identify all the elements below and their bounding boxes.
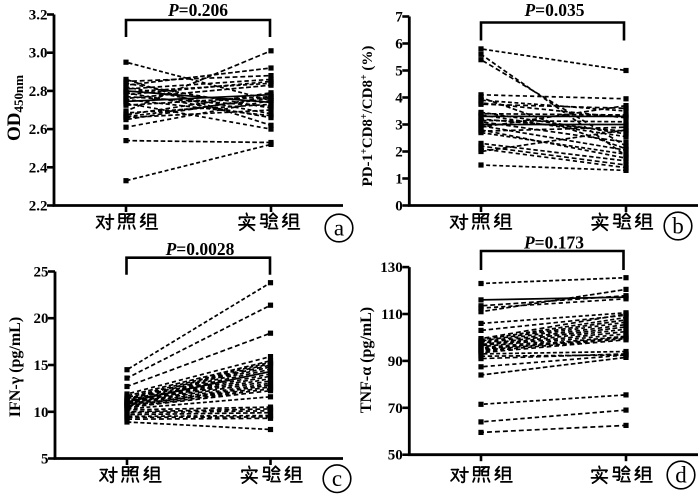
svg-text:2.4: 2.4 — [29, 160, 48, 176]
svg-text:3: 3 — [395, 118, 403, 134]
svg-text:c: c — [332, 466, 342, 491]
svg-text:90: 90 — [388, 354, 403, 370]
svg-text:25: 25 — [34, 265, 49, 281]
svg-text:P=0.0028: P=0.0028 — [165, 239, 235, 259]
svg-text:d: d — [675, 463, 687, 488]
svg-text:5: 5 — [395, 64, 403, 80]
svg-text:2: 2 — [395, 145, 403, 161]
svg-text:50: 50 — [388, 448, 403, 464]
svg-text:P=0.173: P=0.173 — [523, 233, 584, 253]
svg-text:130: 130 — [380, 260, 403, 276]
svg-text:6: 6 — [395, 37, 403, 53]
svg-text:110: 110 — [381, 307, 403, 323]
svg-text:0: 0 — [395, 199, 403, 215]
svg-text:P=0.206: P=0.206 — [167, 0, 228, 20]
svg-text:7: 7 — [395, 10, 403, 26]
svg-text:a: a — [334, 216, 344, 241]
svg-text:1: 1 — [395, 172, 403, 188]
svg-text:4: 4 — [395, 91, 403, 107]
svg-text:15: 15 — [34, 358, 49, 374]
svg-text:2.6: 2.6 — [29, 122, 48, 138]
svg-text:b: b — [672, 214, 684, 239]
svg-text:3.0: 3.0 — [29, 46, 48, 62]
svg-text:2.2: 2.2 — [29, 199, 48, 215]
svg-text:10: 10 — [34, 405, 49, 421]
svg-text:2.8: 2.8 — [29, 84, 48, 100]
svg-text:70: 70 — [388, 401, 403, 417]
svg-text:IFN-γ (pg/mL): IFN-γ (pg/mL) — [7, 317, 24, 417]
svg-text:20: 20 — [34, 311, 49, 327]
svg-text:3.2: 3.2 — [29, 8, 48, 24]
svg-text:TNF-α (pg/mL): TNF-α (pg/mL) — [358, 307, 375, 413]
svg-text:5: 5 — [41, 452, 49, 468]
svg-text:P=0.035: P=0.035 — [523, 0, 584, 20]
